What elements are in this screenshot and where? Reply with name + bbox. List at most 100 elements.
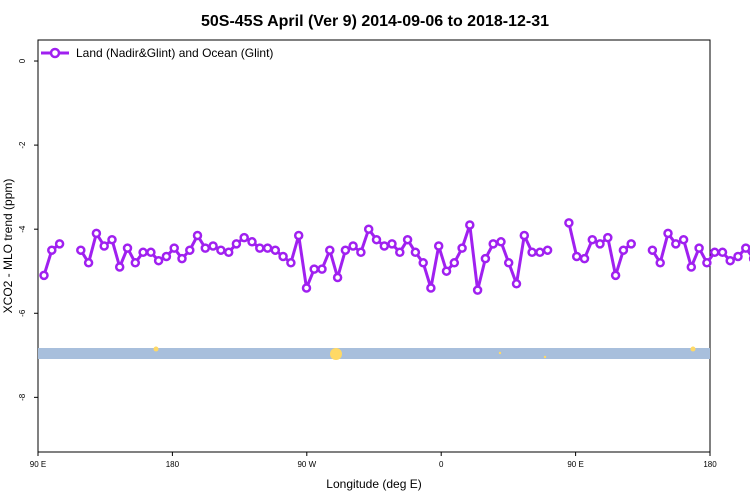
data-point	[114, 262, 125, 272]
x-axis: 90 E 180 90 W 0 90 E 180	[30, 452, 717, 469]
data-point	[340, 245, 351, 255]
legend-label: Land (Nadir&Glint) and Ocean (Glint)	[76, 46, 273, 60]
plot-frame	[37, 39, 711, 453]
data-point	[138, 247, 148, 258]
data-point	[678, 234, 689, 245]
data-point	[571, 251, 582, 262]
data-point	[54, 239, 65, 249]
data-point	[457, 243, 467, 253]
data-point	[496, 237, 506, 247]
data-point	[278, 251, 288, 262]
y-tick-label: 0	[18, 58, 27, 63]
data-point	[519, 230, 530, 241]
data-point	[169, 243, 179, 253]
data-point	[255, 243, 265, 253]
coverage-marker	[153, 346, 159, 352]
data-point	[686, 262, 697, 272]
data-point	[402, 234, 413, 245]
data-point	[293, 230, 304, 241]
data-point	[270, 245, 281, 255]
data-point	[39, 270, 49, 281]
data-point	[317, 264, 327, 274]
data-point	[535, 247, 545, 258]
x-axis-label: Longitude (deg E)	[326, 477, 421, 491]
coverage-marker	[690, 346, 696, 352]
data-point	[185, 245, 195, 255]
coverage-marker	[330, 348, 342, 360]
data-point	[395, 247, 405, 258]
y-tick-label: -4	[18, 225, 27, 233]
data-point	[130, 258, 141, 268]
data-point	[511, 279, 522, 289]
data-point	[47, 245, 57, 255]
y-tick-label: -6	[18, 309, 27, 317]
data-point	[702, 258, 712, 268]
data-point	[231, 239, 242, 249]
data-point	[107, 234, 117, 245]
data-point	[449, 258, 460, 268]
coverage-markers	[153, 346, 696, 360]
x-tick-label: 90 E	[567, 460, 583, 469]
data-point	[387, 239, 397, 249]
data-point	[587, 234, 598, 245]
coverage-marker	[543, 355, 547, 359]
x-tick-label: 0	[439, 460, 444, 469]
data-point	[239, 232, 249, 243]
data-point	[379, 241, 390, 251]
data-point	[603, 232, 613, 243]
data-point	[332, 272, 343, 283]
x-tick-label: 90 E	[30, 460, 46, 469]
data-point	[733, 251, 743, 262]
y-axis: 0 -2 -4 -6 -8	[18, 58, 38, 401]
data-point	[301, 283, 312, 293]
data-point	[542, 245, 553, 255]
data-point	[488, 239, 498, 249]
data-point	[626, 239, 636, 249]
y-tick-label: -2	[18, 141, 27, 149]
y-tick-label: -8	[18, 393, 27, 401]
data-point	[717, 247, 728, 258]
data-point	[503, 258, 514, 268]
data-point	[325, 245, 335, 255]
data-point	[480, 253, 491, 264]
data-point	[741, 243, 750, 253]
data-point	[216, 245, 226, 255]
series-land-ocean	[39, 218, 750, 295]
y-axis-label: XCO2 - MLO trend (ppm)	[1, 179, 15, 314]
coverage-band	[38, 348, 710, 359]
x-tick-label: 180	[703, 460, 717, 469]
data-point	[655, 258, 665, 268]
chart-title: 50S-45S April (Ver 9) 2014-09-06 to 2018…	[201, 13, 549, 30]
data-point	[433, 241, 444, 251]
data-point	[76, 245, 86, 255]
data-point	[663, 228, 673, 239]
data-point	[262, 243, 273, 253]
data-point	[527, 247, 537, 258]
data-point	[83, 258, 94, 268]
data-point	[122, 243, 133, 253]
data-point	[356, 247, 366, 258]
legend-swatch-marker	[49, 47, 61, 59]
data-point	[91, 228, 102, 239]
data-point	[146, 247, 156, 258]
data-point	[309, 264, 319, 274]
data-point	[371, 234, 382, 245]
data-point	[595, 239, 605, 249]
data-point	[465, 220, 475, 230]
legend: Land (Nadir&Glint) and Ocean (Glint)	[41, 46, 273, 60]
data-point	[709, 247, 720, 258]
data-point	[161, 251, 172, 262]
data-point	[348, 241, 358, 251]
data-point	[579, 253, 590, 264]
x-tick-label: 90 W	[297, 460, 316, 469]
x-tick-label: 180	[166, 460, 180, 469]
data-point	[192, 230, 203, 241]
data-point	[618, 245, 629, 255]
data-point	[410, 247, 421, 258]
data-point	[363, 224, 374, 234]
data-point	[418, 258, 428, 268]
data-point	[610, 270, 621, 281]
data-point	[694, 243, 704, 253]
series-line	[79, 223, 548, 292]
